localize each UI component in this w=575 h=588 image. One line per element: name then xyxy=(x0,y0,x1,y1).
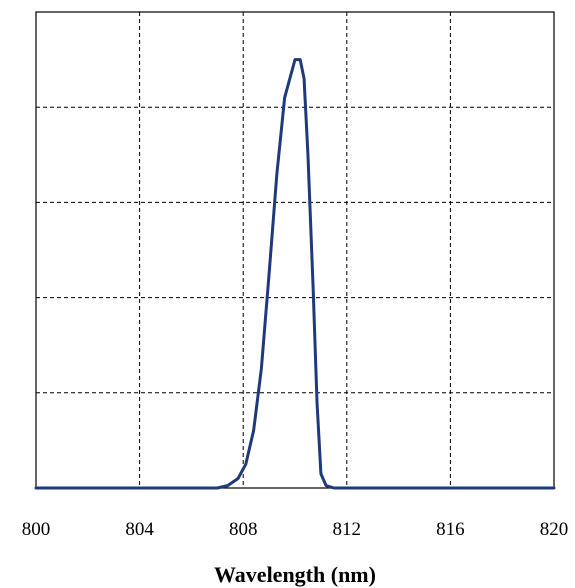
plot-area xyxy=(35,11,555,489)
gridlines xyxy=(36,12,554,488)
x-tick-label: 804 xyxy=(125,519,154,540)
x-axis-title: Wavelength (nm) xyxy=(214,562,376,587)
x-tick-labels: 800 804 808 812 816 820 xyxy=(22,519,569,540)
series-group xyxy=(34,58,556,490)
x-tick-label: 820 xyxy=(540,519,569,540)
x-tick-label: 812 xyxy=(333,519,362,540)
x-tick-label: 800 xyxy=(22,519,51,540)
x-tick-label: 808 xyxy=(229,519,258,540)
x-tick-label: 816 xyxy=(436,519,465,540)
spectrum-series-line xyxy=(34,58,556,490)
